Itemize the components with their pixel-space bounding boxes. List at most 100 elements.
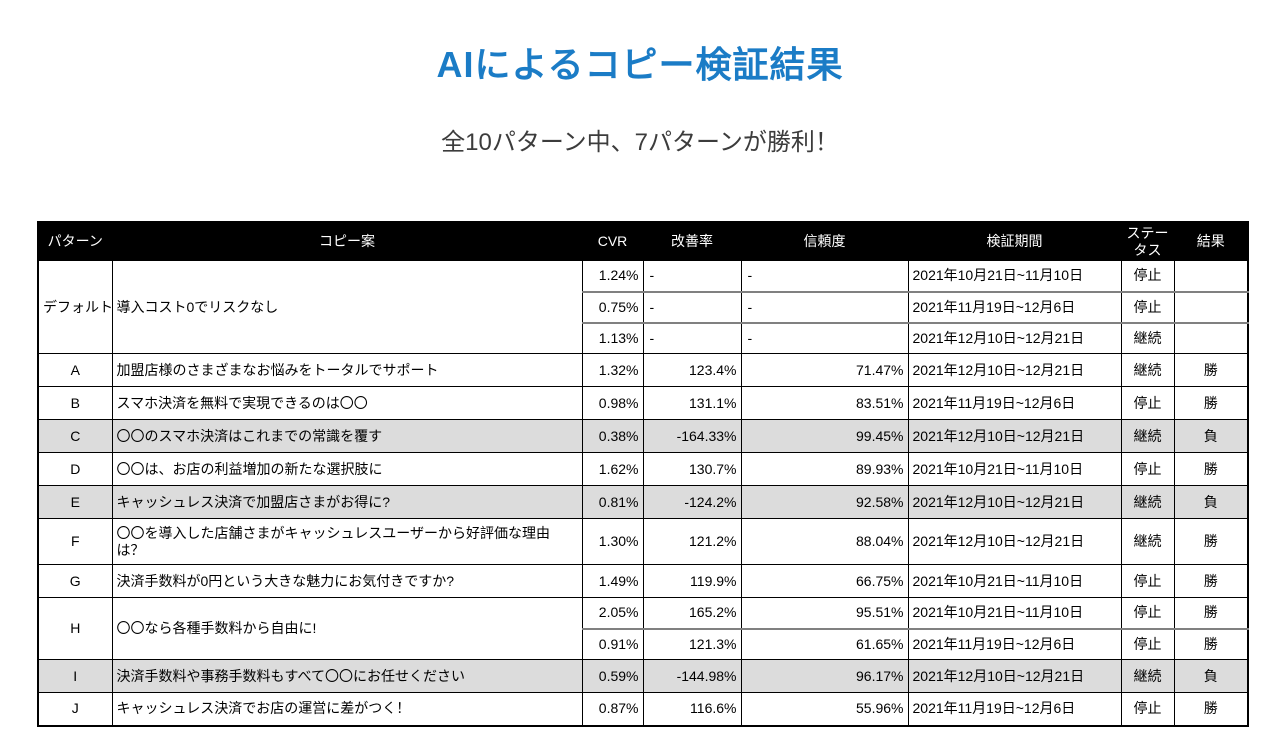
table-row: B スマホ決済を無料で実現できるのは〇〇 0.98% 131.1% 83.51%…: [37, 386, 1249, 420]
cvr-cell: 0.91%: [581, 627, 644, 660]
improvement-cell: -: [642, 321, 742, 354]
confidence-cell: 89.93%: [740, 452, 909, 486]
result-cell: 勝: [1173, 692, 1249, 726]
table-row: C 〇〇のスマホ決済はこれまでの常識を覆す 0.38% -164.33% 99.…: [37, 419, 1249, 453]
result-cell: 勝: [1173, 518, 1249, 565]
result-cell: 勝: [1173, 353, 1249, 387]
result-cell: 勝: [1173, 597, 1249, 629]
status-cell: 継続: [1120, 659, 1175, 693]
improvement-cell: 165.2%: [642, 597, 742, 629]
improvement-cell: -: [642, 260, 742, 292]
confidence-cell: 99.45%: [740, 419, 909, 453]
copy-cell: キャッシュレス決済で加盟店さまがお得に?: [111, 485, 583, 519]
pattern-cell: E: [37, 485, 113, 519]
status-cell: 停止: [1120, 692, 1175, 726]
status-cell: 停止: [1120, 386, 1175, 420]
status-cell: 継続: [1120, 518, 1175, 565]
confidence-cell: -: [740, 290, 909, 323]
improvement-cell: 130.7%: [642, 452, 742, 486]
pattern-cell: A: [37, 353, 113, 387]
period-cell: 2021年11月19日~12月6日: [907, 692, 1122, 726]
result-cell: 勝: [1173, 386, 1249, 420]
improvement-cell: -124.2%: [642, 485, 742, 519]
period-cell: 2021年11月19日~12月6日: [907, 627, 1122, 660]
header-improvement: 改善率: [642, 221, 742, 261]
status-cell: 停止: [1120, 260, 1175, 292]
cvr-cell: 0.75%: [581, 290, 644, 323]
result-cell: 負: [1173, 485, 1249, 519]
table-row: J キャッシュレス決済でお店の運営に差がつく！ 0.87% 116.6% 55.…: [37, 692, 1249, 726]
pattern-cell: I: [37, 659, 113, 693]
pattern-cell: C: [37, 419, 113, 453]
pattern-cell: B: [37, 386, 113, 420]
header-copy: コピー案: [111, 221, 583, 261]
status-cell: 停止: [1120, 452, 1175, 486]
result-cell: 勝: [1173, 627, 1249, 660]
confidence-cell: 71.47%: [740, 353, 909, 387]
improvement-cell: -144.98%: [642, 659, 742, 693]
copy-cell: キャッシュレス決済でお店の運営に差がつく！: [111, 692, 583, 726]
confidence-cell: 92.58%: [740, 485, 909, 519]
improvement-cell: 131.1%: [642, 386, 742, 420]
table-row: E キャッシュレス決済で加盟店さまがお得に? 0.81% -124.2% 92.…: [37, 485, 1249, 519]
status-cell: 継続: [1120, 419, 1175, 453]
status-cell: 継続: [1120, 485, 1175, 519]
cvr-cell: 0.38%: [581, 419, 644, 453]
copy-cell: 加盟店様のさまざまなお悩みをトータルでサポート: [111, 353, 583, 387]
table-row: 0.91% 121.3% 61.65% 2021年11月19日~12月6日 停止…: [38, 627, 1249, 660]
header-result: 結果: [1173, 221, 1249, 261]
confidence-cell: 55.96%: [740, 692, 909, 726]
header-cvr: CVR: [581, 221, 644, 261]
improvement-cell: -164.33%: [642, 419, 742, 453]
improvement-cell: 121.2%: [642, 518, 742, 565]
result-cell: 勝: [1173, 452, 1249, 486]
pattern-cell: デフォルト: [37, 260, 113, 354]
pattern-cell: J: [37, 692, 113, 726]
copy-cell: スマホ決済を無料で実現できるのは〇〇: [111, 386, 583, 420]
cvr-cell: 1.49%: [581, 564, 644, 598]
cvr-cell: 1.24%: [581, 260, 644, 292]
table-row: H 〇〇なら各種手数料から自由に! 2.05% 165.2% 95.51% 20…: [37, 597, 1249, 660]
pattern-cell: F: [37, 518, 113, 565]
period-cell: 2021年12月10日~12月21日: [907, 485, 1122, 519]
confidence-cell: 96.17%: [740, 659, 909, 693]
period-cell: 2021年12月10日~12月21日: [907, 321, 1122, 354]
result-cell: 負: [1173, 419, 1249, 453]
result-cell: [1173, 321, 1249, 354]
period-cell: 2021年10月21日~11月10日: [907, 452, 1122, 486]
period-cell: 2021年11月19日~12月6日: [907, 290, 1122, 323]
result-cell: [1173, 290, 1249, 323]
header-confidence: 信頼度: [740, 221, 909, 261]
table-row: F 〇〇を導入した店舗さまがキャッシュレスユーザーから好評価な理由は？ 1.30…: [37, 518, 1249, 565]
result-cell: 勝: [1173, 564, 1249, 598]
period-cell: 2021年10月21日~11月10日: [907, 597, 1122, 629]
table-row: 1.13% - - 2021年12月10日~12月21日 継続: [38, 321, 1249, 354]
copy-cell: 導入コスト0でリスクなし: [111, 260, 583, 354]
table-row: I 決済手数料や事務手数料もすべて〇〇にお任せください 0.59% -144.9…: [37, 659, 1249, 693]
table-row: D 〇〇は、お店の利益増加の新たな選択肢に 1.62% 130.7% 89.93…: [37, 452, 1249, 486]
confidence-cell: -: [740, 260, 909, 292]
period-cell: 2021年11月19日~12月6日: [907, 386, 1122, 420]
status-cell: 停止: [1120, 290, 1175, 323]
result-cell: [1173, 260, 1249, 292]
pattern-cell: D: [37, 452, 113, 486]
table-row: G 決済手数料が0円という大きな魅力にお気付きですか? 1.49% 119.9%…: [37, 564, 1249, 598]
page-title: AIによるコピー検証結果: [436, 44, 844, 85]
cvr-cell: 0.87%: [581, 692, 644, 726]
period-cell: 2021年12月10日~12月21日: [907, 518, 1122, 565]
status-cell: 停止: [1120, 597, 1175, 629]
confidence-cell: 66.75%: [740, 564, 909, 598]
cvr-cell: 0.59%: [581, 659, 644, 693]
period-cell: 2021年10月21日~11月10日: [907, 564, 1122, 598]
status-cell: 継続: [1120, 353, 1175, 387]
header-row: パターン コピー案 CVR 改善率 信頼度 検証期間 ステータス 結果: [37, 221, 1249, 261]
page-subtitle: 全10パターン中、7パターンが勝利！: [441, 129, 839, 156]
confidence-cell: 88.04%: [740, 518, 909, 565]
table-row: 0.75% - - 2021年11月19日~12月6日 停止: [38, 290, 1249, 323]
cvr-cell: 0.98%: [581, 386, 644, 420]
improvement-cell: -: [642, 290, 742, 323]
cvr-cell: 1.30%: [581, 518, 644, 565]
copy-cell: 〇〇なら各種手数料から自由に!: [111, 597, 583, 660]
copy-cell: 〇〇を導入した店舗さまがキャッシュレスユーザーから好評価な理由は？: [111, 518, 583, 565]
confidence-cell: -: [740, 321, 909, 354]
